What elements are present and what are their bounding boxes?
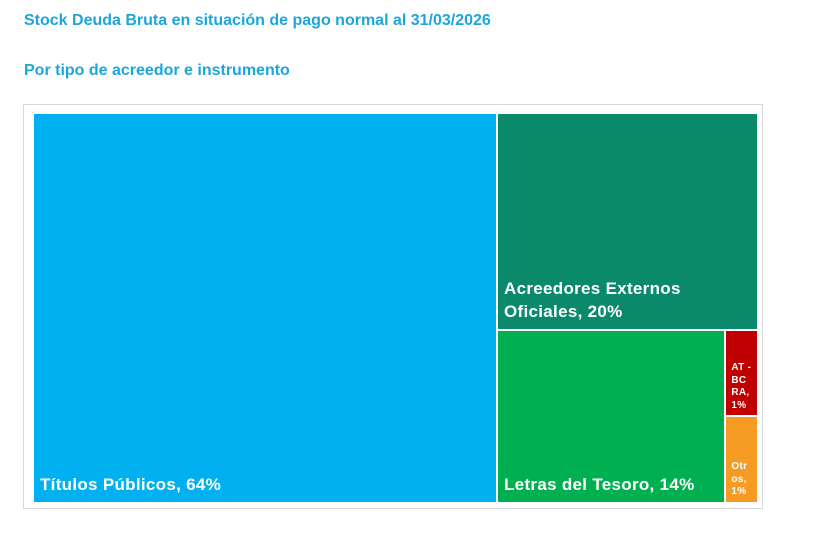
cell-label: AT - BCRA, 1% xyxy=(731,362,752,411)
treemap-cell: Letras del Tesoro, 14% xyxy=(497,329,726,503)
chart-frame xyxy=(23,104,763,509)
treemap-cell: Acreedores Externos Oficiales, 20% xyxy=(497,113,758,330)
cell-label: Otros, 1% xyxy=(731,461,748,498)
chart-subtitle: Por tipo de acreedor e instrumento xyxy=(24,62,290,79)
treemap: Títulos Públicos, 64% Acreedores Externos… xyxy=(33,113,758,503)
treemap-cell: Otros, 1% xyxy=(725,416,758,503)
chart-title: Stock Deuda Bruta en situación de pago n… xyxy=(24,12,491,29)
treemap-cell: AT - BCRA, 1% xyxy=(725,329,758,417)
cell-label: Letras del Tesoro, 14% xyxy=(504,474,695,494)
treemap-cell: Títulos Públicos, 64% xyxy=(33,113,497,503)
cell-label: Títulos Públicos, 64% xyxy=(40,474,222,494)
cell-label: Acreedores Externos Oficiales, 20% xyxy=(504,279,681,321)
